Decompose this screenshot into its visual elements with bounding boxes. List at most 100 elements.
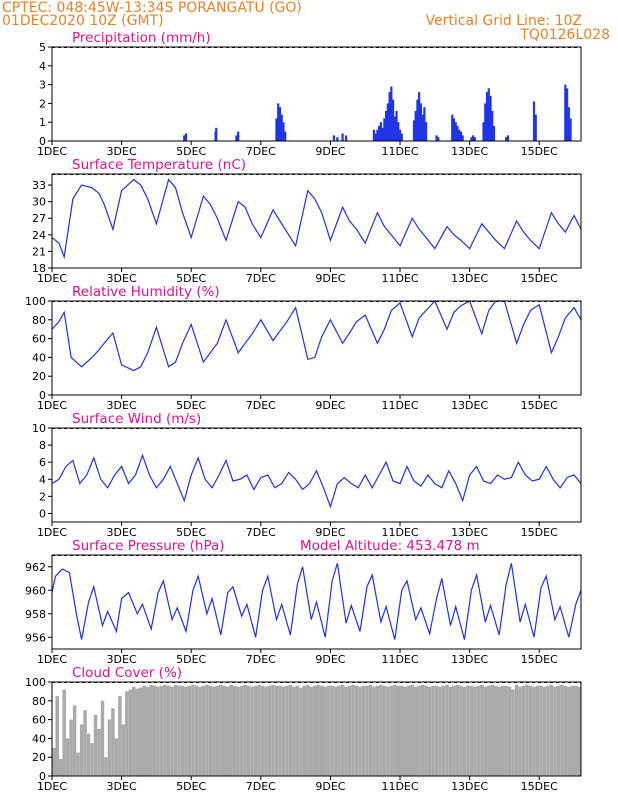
precip-bar (381, 127, 384, 141)
precip-bar (383, 118, 386, 141)
precip-bar (421, 114, 424, 141)
precip-bar (461, 135, 464, 141)
cloud-bar (278, 685, 282, 776)
humidity-ytick-label: 80 (32, 314, 46, 327)
precip-bar (505, 137, 508, 141)
precip-bar (332, 135, 335, 141)
cloud-bar (396, 685, 401, 776)
cloud-bar (375, 685, 380, 776)
precip-bar (414, 110, 417, 141)
humidity-xtick-label: 3DEC (107, 399, 137, 412)
precip-bar (376, 129, 379, 141)
precip-bar (458, 129, 461, 141)
cloud-bar (239, 685, 244, 776)
cloud-bar (466, 685, 470, 776)
cloud-bar (111, 708, 115, 776)
cloud-bar (83, 710, 87, 776)
precip-panel: 0 1 2 3 4 5 1DEC 3DEC 5DEC 7DEC 9DEC 11DEC 13DEC 15DE… (37, 30, 582, 158)
wind-panel: 0 2 4 6 8 10 1DEC 3DEC 5DEC 7DEC 9DEC 11DEC 13DEC 15D… (32, 411, 582, 539)
cloud-bar (142, 685, 146, 776)
cloud-bar (156, 686, 160, 776)
humidity-xtick-label: 5DEC (176, 399, 206, 412)
precip-bar (278, 107, 282, 141)
pressure-ytick-label: 962 (25, 561, 46, 574)
cloud-bar (532, 686, 536, 776)
cloud-bar (511, 689, 515, 776)
precip-xtick-label: 11DEC (381, 145, 418, 158)
precip-bar (388, 92, 391, 141)
wind-title: Surface Wind (m/s) (72, 411, 201, 427)
cloud-bar (257, 684, 261, 776)
cloud-bar (525, 684, 529, 776)
cloud-bar (323, 686, 327, 776)
cloud-bar (514, 684, 519, 776)
precip-bar (237, 131, 240, 141)
cloud-bar (253, 685, 258, 776)
cloud-xtick-label: 13DEC (451, 780, 488, 793)
cloud-bar (52, 747, 56, 776)
cloud-bar (135, 688, 140, 776)
wind-ytick-label: 0 (39, 507, 46, 520)
precip-bar (398, 129, 402, 141)
cloud-bar (55, 696, 59, 776)
cloud-bar (382, 685, 387, 776)
cloud-bar (132, 686, 136, 776)
cloud-bar (302, 685, 307, 776)
precip-xtick-label: 13DEC (451, 145, 488, 158)
wind-xtick-label: 9DEC (315, 526, 345, 539)
pressure-xtick-label: 7DEC (246, 653, 276, 666)
station-label: CPTEC: 048:45W-13:34S PORANGATU (GO) (2, 0, 302, 16)
cloud-bar (93, 714, 98, 776)
cloud-bar (205, 684, 209, 776)
precip-bar (378, 125, 381, 141)
humidity-line (51, 299, 582, 372)
precip-bar (183, 135, 186, 141)
humidity-ytick-label: 100 (25, 295, 46, 308)
precip-bar (451, 114, 454, 141)
cloud-bar (480, 684, 484, 776)
cloud-bar (316, 684, 320, 776)
humidity-frame (51, 300, 582, 396)
wind-ytick-label: 2 (39, 490, 46, 503)
precip-bar (484, 103, 487, 141)
precip-bar (275, 118, 278, 141)
cloud-bar (128, 689, 133, 776)
cloud-bar (546, 685, 550, 776)
grid-note-label: Vertical Grid Line: 10Z (425, 13, 582, 29)
humidity-xtick-label: 7DEC (246, 399, 276, 412)
pressure-ytick-label: 960 (25, 584, 46, 597)
cloud-xtick-label: 15DEC (521, 780, 558, 793)
temp-xtick-label: 15DEC (521, 272, 558, 285)
cloud-bar (232, 685, 237, 776)
precip-bar (459, 131, 463, 141)
wind-ytick-label: 8 (39, 439, 46, 452)
cloud-bar (295, 685, 300, 776)
precip-bar (391, 99, 395, 141)
cloud-xtick-label: 11DEC (381, 780, 418, 793)
cloud-bar (187, 685, 192, 776)
cloud-bar (403, 686, 407, 776)
cloud-bar (288, 684, 293, 776)
cloud-bar (90, 743, 94, 776)
cloud-panel: 0 20 40 60 80 100 1DEC 3DEC 5DEC 7DEC 9DEC 11DEC 13D… (25, 665, 582, 793)
cloud-bar (72, 705, 77, 776)
cloud-bar (438, 686, 442, 776)
cloud-xtick-label: 1DEC (37, 780, 67, 793)
cloud-bar (542, 686, 547, 776)
cloud-bar (201, 685, 206, 776)
temp-xtick-label: 9DEC (315, 272, 345, 285)
precip-bar (423, 107, 426, 141)
cloud-bar (173, 684, 178, 776)
cloud-bar (483, 686, 488, 776)
precip-bar (456, 125, 459, 141)
cloud-bar (264, 686, 268, 776)
cloud-bar (166, 685, 171, 776)
cloud-bar (521, 685, 526, 776)
cloud-bar (246, 685, 251, 776)
humidity-xtick-label: 11DEC (381, 399, 418, 412)
precip-bar (419, 103, 423, 141)
precip-bar (280, 114, 283, 141)
precip-bar (344, 135, 348, 141)
pressure-xtick-label: 9DEC (315, 653, 345, 666)
precip-bar (532, 101, 536, 141)
